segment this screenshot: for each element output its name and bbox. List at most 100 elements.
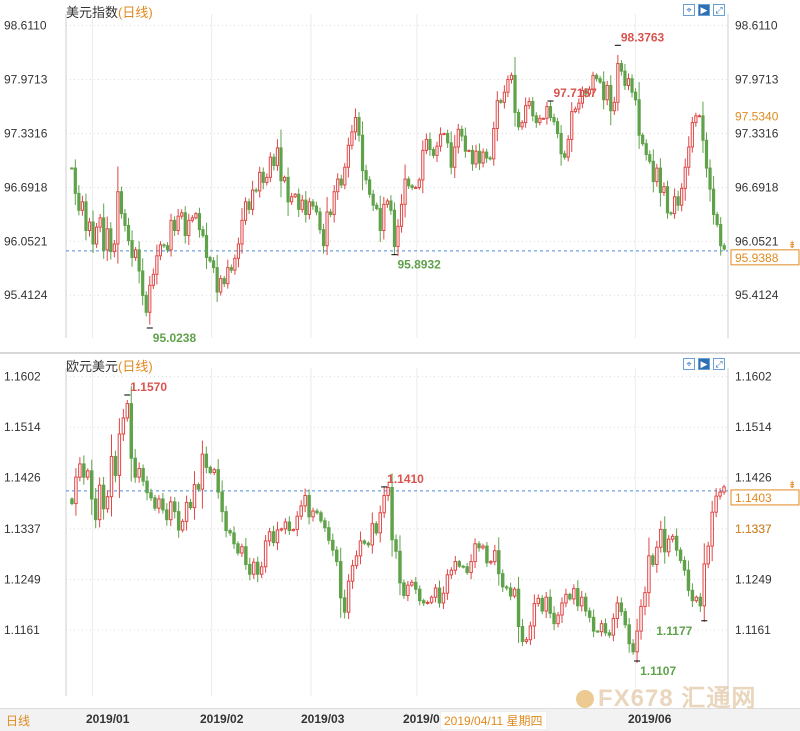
candle-body bbox=[527, 100, 531, 107]
candle-body bbox=[532, 603, 537, 627]
y-tick-label-left: 96.0521 bbox=[4, 234, 48, 248]
candle-body bbox=[414, 186, 418, 189]
candle-body bbox=[580, 596, 584, 607]
candle-body bbox=[350, 565, 355, 582]
candle-body bbox=[555, 121, 560, 135]
candle-body bbox=[208, 256, 212, 262]
usd-index-chart[interactable]: 98.6110 98.6110 97.9713 97.9713 97.3316 97.33… bbox=[0, 0, 800, 352]
candle-body bbox=[706, 545, 710, 565]
candle-body bbox=[421, 600, 426, 604]
candle-body bbox=[605, 84, 609, 101]
candle-body bbox=[493, 550, 497, 563]
candle-body bbox=[90, 470, 94, 500]
y-tick-label-left: 97.9713 bbox=[4, 72, 48, 86]
crosshair-icon[interactable]: ⌖ bbox=[683, 4, 695, 16]
candle-body bbox=[364, 170, 368, 181]
candle-body bbox=[323, 520, 327, 529]
panel-separator[interactable] bbox=[0, 352, 800, 354]
candle-body bbox=[180, 520, 185, 531]
candle-body bbox=[109, 228, 113, 253]
candle-body bbox=[564, 593, 568, 604]
candle-body bbox=[176, 511, 181, 531]
candle-body bbox=[424, 138, 428, 151]
candle-body bbox=[130, 240, 134, 258]
candle-body bbox=[148, 284, 152, 313]
candle-body bbox=[463, 135, 467, 152]
candle-body bbox=[670, 535, 675, 540]
candle-body bbox=[541, 117, 545, 120]
candle-body bbox=[109, 455, 114, 498]
candle-body bbox=[97, 484, 102, 521]
candle-body bbox=[180, 212, 184, 217]
candle-body bbox=[293, 193, 297, 198]
eurusd-chart[interactable]: 1.1602 1.1602 1.1514 1.1514 1.1426 1.1426 1.13… bbox=[0, 354, 800, 708]
candle-body bbox=[394, 539, 398, 552]
y-tick-label-left: 1.1337 bbox=[4, 522, 41, 536]
candle-body bbox=[240, 219, 244, 245]
candle-body bbox=[438, 133, 443, 147]
candle-body bbox=[240, 546, 244, 554]
candle-body bbox=[663, 528, 667, 553]
play-icon[interactable]: ▶ bbox=[698, 4, 710, 16]
candle-body bbox=[534, 115, 538, 124]
current-value-label: 97.5340 bbox=[735, 109, 779, 123]
candle-body bbox=[560, 602, 564, 616]
candle-body bbox=[392, 209, 397, 248]
eurusd-period: (日线) bbox=[118, 359, 153, 374]
candle-body bbox=[105, 496, 110, 510]
candle-body bbox=[129, 403, 133, 459]
candle-body bbox=[194, 213, 198, 219]
candle-body bbox=[594, 74, 599, 80]
candle-body bbox=[544, 596, 548, 612]
candle-body bbox=[70, 498, 74, 505]
candle-body bbox=[641, 134, 645, 145]
candle-body bbox=[714, 495, 718, 513]
candle-body bbox=[538, 117, 542, 124]
candle-body bbox=[134, 249, 138, 258]
candle-body bbox=[212, 469, 216, 474]
candle-body bbox=[609, 84, 613, 112]
x-axis: 日线 2019/01 2019/02 2019/03 2019/0 2019/0… bbox=[0, 708, 800, 731]
candle-body bbox=[489, 561, 493, 564]
candle-body bbox=[687, 146, 691, 168]
candle-body bbox=[137, 249, 141, 272]
crosshair-icon[interactable]: ⌖ bbox=[683, 358, 695, 370]
candle-body bbox=[407, 178, 411, 187]
candle-body bbox=[545, 106, 549, 119]
candle-body bbox=[470, 149, 475, 165]
candle-body bbox=[366, 542, 371, 546]
candle-body bbox=[414, 581, 418, 590]
zoom-icon[interactable]: ⤢ bbox=[713, 4, 725, 16]
candle-body bbox=[169, 501, 173, 521]
annotation-label: 1.1177 bbox=[656, 624, 692, 638]
candle-body bbox=[403, 178, 407, 205]
candle-body bbox=[719, 224, 723, 247]
y-tick-label-right: 96.0521 bbox=[735, 234, 779, 248]
candle-body bbox=[674, 535, 679, 551]
candle-body bbox=[644, 143, 648, 156]
candle-body bbox=[499, 100, 503, 103]
candle-body bbox=[612, 101, 616, 112]
candle-body bbox=[398, 550, 402, 584]
zoom-icon[interactable]: ⤢ bbox=[713, 358, 725, 370]
candle-body bbox=[456, 128, 460, 148]
candle-body bbox=[658, 167, 662, 194]
annotation-label: 95.8932 bbox=[397, 258, 441, 272]
candle-body bbox=[112, 243, 116, 253]
candle-body bbox=[300, 199, 304, 210]
candle-body bbox=[435, 145, 439, 156]
y-tick-label-left: 95.4124 bbox=[4, 288, 48, 302]
candle-body bbox=[158, 244, 163, 257]
candle-body bbox=[461, 565, 465, 568]
period-label[interactable]: 日线 bbox=[6, 714, 31, 728]
candle-body bbox=[718, 491, 722, 497]
y-tick-label-right: 97.9713 bbox=[735, 72, 779, 86]
candle-body bbox=[603, 623, 608, 634]
candle-body bbox=[602, 81, 606, 101]
candle-body bbox=[350, 131, 354, 146]
candle-body bbox=[536, 597, 541, 605]
candle-body bbox=[485, 151, 489, 159]
play-icon[interactable]: ▶ bbox=[698, 358, 710, 370]
candle-body bbox=[215, 267, 219, 293]
candle-body bbox=[442, 133, 446, 136]
